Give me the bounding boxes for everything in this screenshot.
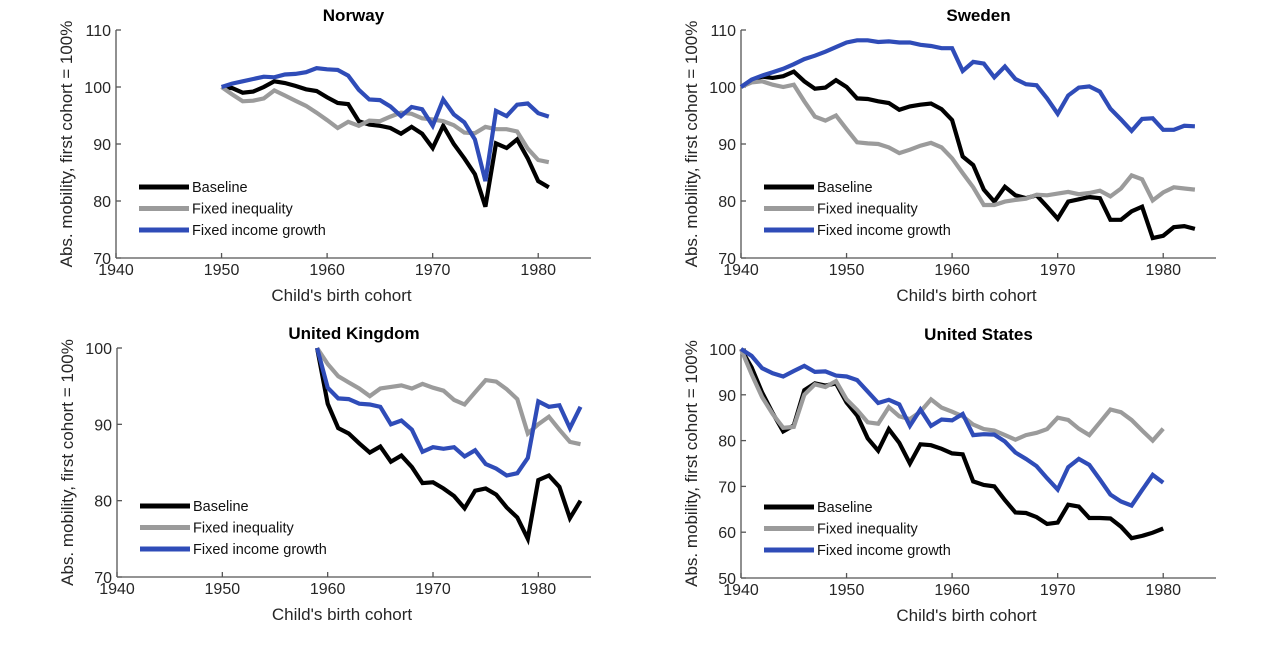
y-tick-label: 100	[85, 341, 112, 358]
x-tick-label: 1980	[1145, 262, 1181, 279]
series-line-baseline	[221, 79, 550, 208]
series-line-fixed-inequality	[220, 85, 550, 165]
y-tick-label: 70	[718, 479, 736, 496]
y-tick-label: 100	[84, 80, 111, 97]
legend: Baseline Fixed inequality Fixed income gro…	[764, 180, 951, 239]
y-axis-label: Abs. mobility, first cohort = 100%	[57, 21, 76, 268]
y-axis-label: Abs. mobility, first cohort = 100%	[58, 339, 77, 586]
y-tick-label: 90	[93, 137, 111, 154]
x-tick-label: 1950	[829, 262, 865, 279]
chart-panel-united-states: United States 50 60 70 80 90 100 1940 1950 1960 19…	[682, 325, 1216, 625]
x-tick-label: 1940	[99, 581, 135, 598]
x-tick-label: 1970	[1040, 262, 1076, 279]
chart-title: Sweden	[946, 6, 1010, 25]
legend-label: Fixed income growth	[193, 542, 327, 558]
legend-label: Fixed inequality	[817, 202, 918, 218]
y-tick-label: 90	[94, 417, 112, 434]
legend-label: Baseline	[193, 499, 249, 515]
y-tick-label: 70	[93, 251, 111, 268]
series-line-fixed-inequality	[739, 348, 1165, 444]
y-tick-label: 60	[718, 525, 736, 542]
y-tick-label: 80	[718, 194, 736, 211]
legend-label: Baseline	[817, 180, 873, 196]
y-tick-label: 90	[718, 137, 736, 154]
series-line-fixed-inequality	[315, 346, 581, 447]
legend-label: Fixed income growth	[817, 543, 951, 559]
x-tick-label: 1980	[520, 262, 556, 279]
y-tick-label: 80	[718, 434, 736, 451]
y-tick-label: 90	[718, 388, 736, 405]
chart-title: United Kingdom	[288, 324, 419, 343]
series-line-baseline	[739, 347, 1164, 541]
legend-label: Fixed inequality	[192, 202, 293, 218]
x-axis-label: Child's birth cohort	[272, 605, 413, 624]
chart-panel-sweden: Sweden 70 80 90 100 110 1940 1950 1960 1970 1980 Ch…	[682, 6, 1216, 305]
y-tick-label: 70	[718, 251, 736, 268]
x-tick-label: 1970	[1040, 582, 1076, 599]
legend-label: Fixed inequality	[193, 521, 294, 537]
y-tick-label: 80	[93, 194, 111, 211]
x-tick-label: 1940	[98, 262, 134, 279]
legend-label: Fixed income growth	[192, 223, 326, 239]
series-line-fixed-inequality	[740, 79, 1196, 208]
series-line-fixed-income-growth	[220, 66, 550, 182]
x-tick-label: 1940	[723, 582, 759, 599]
legend-label: Fixed inequality	[817, 522, 918, 538]
x-tick-label: 1960	[310, 581, 346, 598]
x-axis-label: Child's birth cohort	[896, 286, 1037, 305]
x-tick-label: 1970	[415, 262, 451, 279]
series-line-fixed-income-growth	[315, 347, 583, 478]
series-line-fixed-income-growth	[739, 347, 1165, 509]
x-tick-label: 1960	[309, 262, 345, 279]
legend-label: Baseline	[817, 500, 873, 516]
legend: Baseline Fixed inequality Fixed income gro…	[139, 180, 326, 239]
y-tick-label: 110	[710, 23, 736, 40]
x-tick-label: 1960	[934, 582, 970, 599]
x-axis-label: Child's birth cohort	[896, 606, 1037, 625]
series-line-baseline	[315, 347, 583, 546]
legend-label: Baseline	[192, 180, 248, 196]
chart-title: Norway	[323, 6, 385, 25]
y-tick-label: 100	[709, 80, 736, 97]
legend-label: Fixed income growth	[817, 223, 951, 239]
legend: Baseline Fixed inequality Fixed income gro…	[764, 500, 951, 559]
chart-title: United States	[924, 325, 1033, 344]
y-tick-label: 50	[718, 571, 736, 588]
x-tick-label: 1970	[415, 581, 451, 598]
y-tick-label: 100	[709, 342, 736, 359]
series-line-fixed-income-growth	[739, 38, 1195, 135]
x-tick-label: 1950	[205, 581, 241, 598]
y-tick-label: 70	[94, 570, 112, 587]
series-line-baseline	[739, 69, 1196, 241]
x-tick-label: 1950	[829, 582, 865, 599]
y-tick-label: 80	[94, 494, 112, 511]
chart-panel-norway: Norway 70 80 90 100 110 1940 1950 1960 1970 1980 Ch…	[57, 6, 591, 305]
y-axis-label: Abs. mobility, first cohort = 100%	[682, 21, 701, 268]
y-axis-label: Abs. mobility, first cohort = 100%	[682, 340, 701, 587]
x-axis-label: Child's birth cohort	[271, 286, 412, 305]
y-tick-label: 110	[85, 23, 111, 40]
x-tick-label: 1960	[934, 262, 970, 279]
x-tick-label: 1940	[723, 262, 759, 279]
x-tick-label: 1950	[204, 262, 240, 279]
x-tick-label: 1980	[521, 581, 557, 598]
x-tick-label: 1980	[1145, 582, 1181, 599]
chart-panel-united-kingdom: United Kingdom 70 80 90 100 1940 1950 1960 1970 1…	[58, 324, 591, 624]
legend: Baseline Fixed inequality Fixed income gro…	[140, 499, 327, 558]
